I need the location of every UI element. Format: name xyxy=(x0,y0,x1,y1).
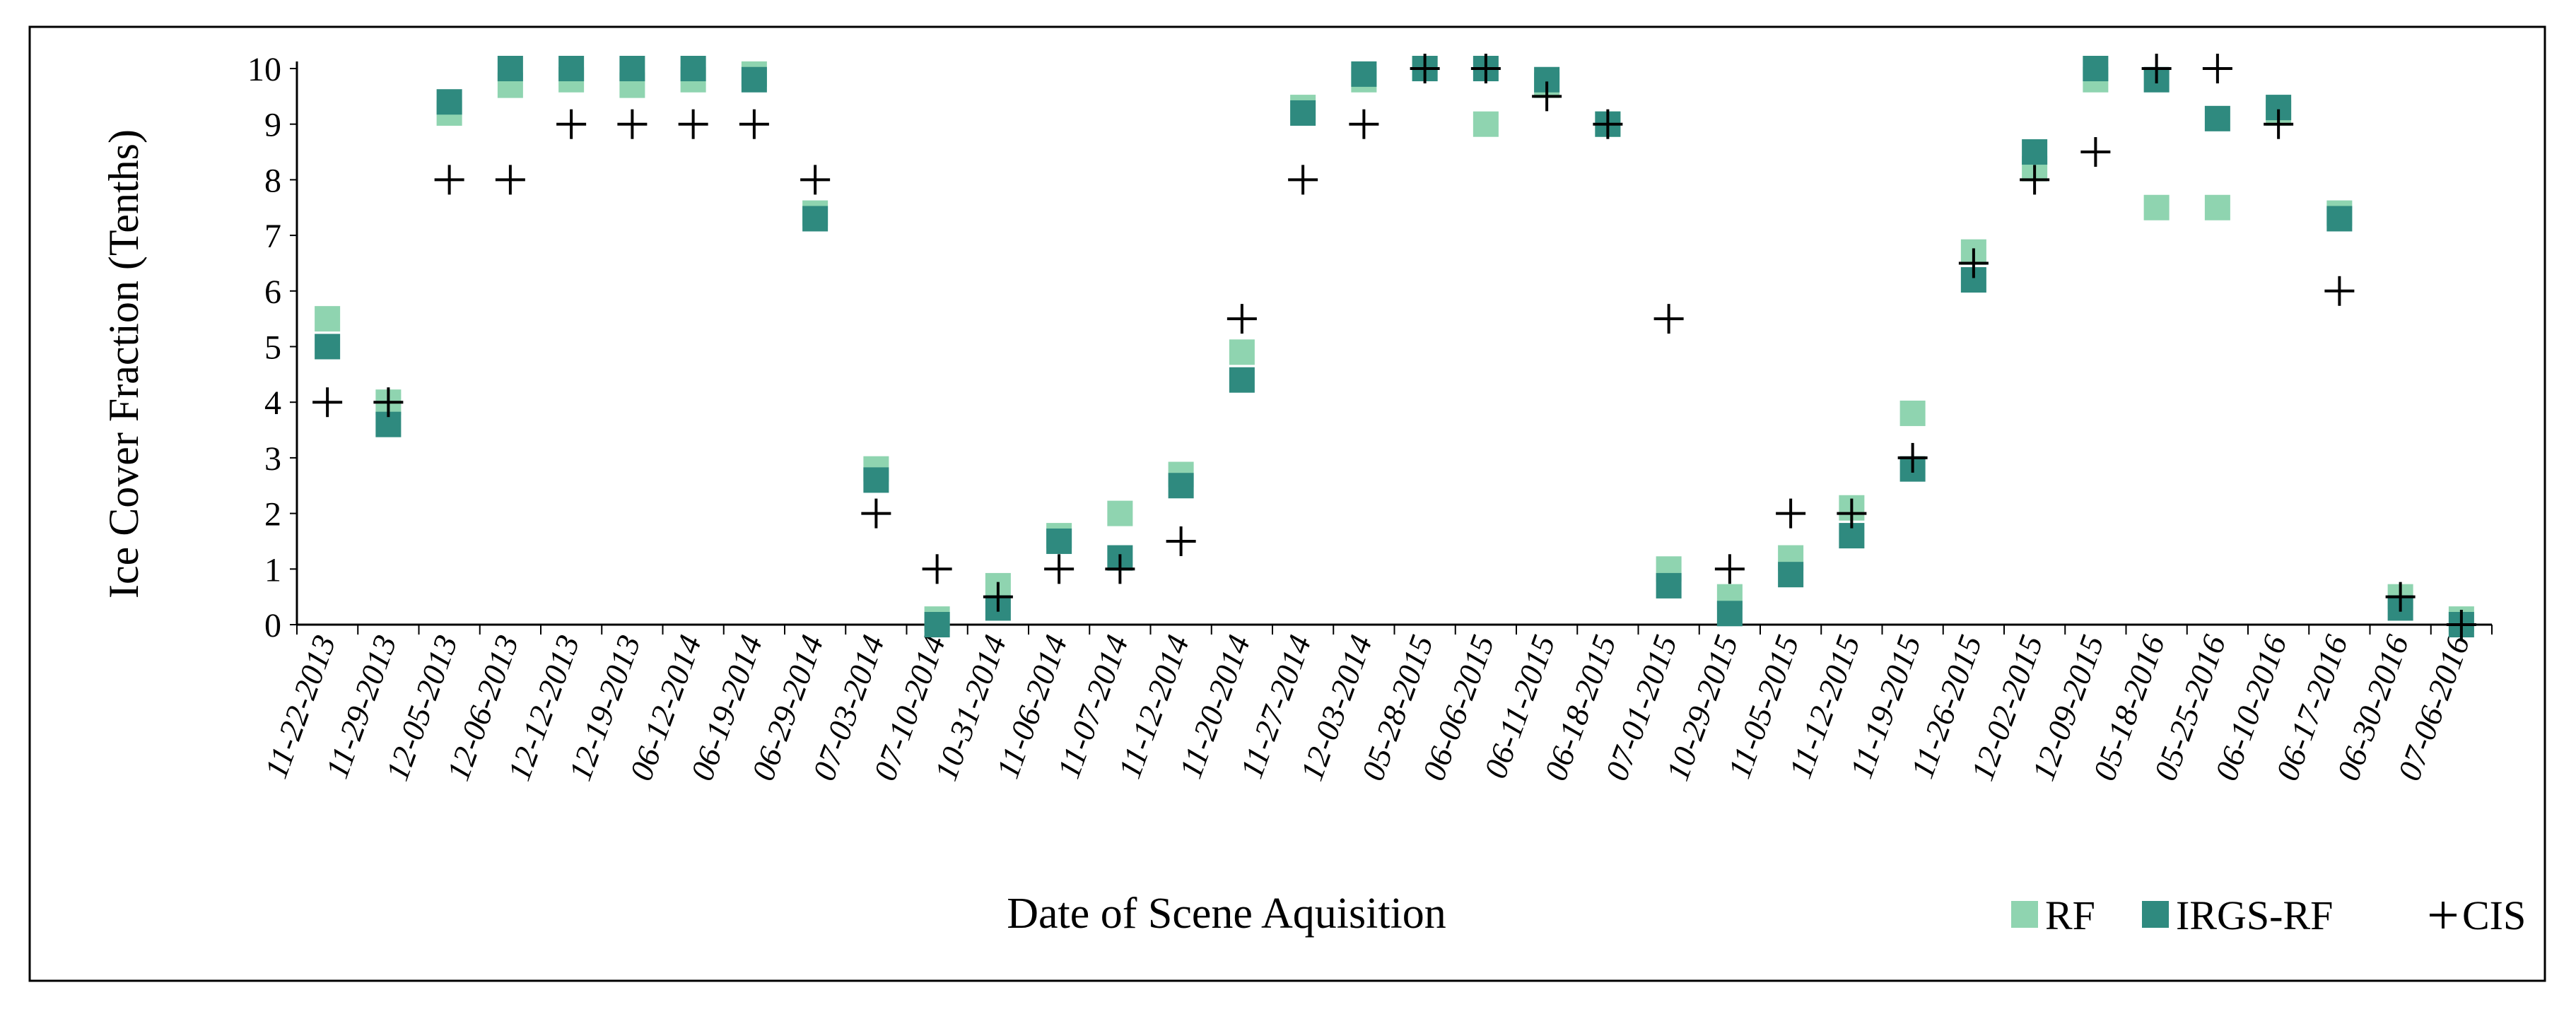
point-cis xyxy=(2385,582,2416,612)
point-cis xyxy=(983,582,1013,612)
legend-item-cis: CIS xyxy=(2430,892,2526,938)
point-cis xyxy=(1593,109,1623,139)
point-irgs-rf xyxy=(2326,206,2353,232)
point-cis xyxy=(678,109,708,139)
y-tick-label: 4 xyxy=(264,384,281,422)
point-rf xyxy=(1107,500,1133,526)
y-tick-label: 7 xyxy=(264,218,281,255)
point-cis xyxy=(373,387,404,418)
point-rf xyxy=(1229,339,1255,365)
point-irgs-rf xyxy=(924,612,950,637)
legend-marker xyxy=(2142,901,2169,928)
point-cis xyxy=(2080,137,2111,167)
point-irgs-rf xyxy=(619,56,645,81)
legend-marker xyxy=(2011,901,2038,928)
y-tick-label: 10 xyxy=(247,51,281,88)
legend-item-irgs-rf: IRGS-RF xyxy=(2142,892,2333,938)
point-irgs-rf xyxy=(1290,100,1316,126)
point-cis xyxy=(1897,442,1928,473)
point-cis xyxy=(1044,554,1075,584)
point-irgs-rf xyxy=(1351,61,1377,87)
point-irgs-rf xyxy=(680,56,706,81)
point-cis xyxy=(495,165,525,195)
point-cis xyxy=(2264,109,2294,139)
point-cis xyxy=(2324,276,2355,306)
point-cis xyxy=(2141,54,2172,83)
y-axis-label: Ice Cover Fraction (Tenths) xyxy=(100,129,147,599)
point-irgs-rf xyxy=(497,56,523,81)
point-cis xyxy=(2446,610,2476,639)
point-cis xyxy=(800,165,831,195)
y-tick-label: 1 xyxy=(264,551,281,589)
point-cis xyxy=(1532,81,1562,112)
point-irgs-rf xyxy=(2204,105,2230,131)
point-irgs-rf xyxy=(863,467,889,493)
y-tick-label: 2 xyxy=(264,496,281,533)
point-irgs-rf xyxy=(1046,528,1072,554)
point-cis xyxy=(1958,248,1989,278)
point-irgs-rf xyxy=(1716,601,1743,627)
point-cis xyxy=(1470,54,1501,83)
y-tick-label: 3 xyxy=(264,440,281,478)
point-irgs-rf xyxy=(1778,562,1804,588)
legend-item-rf: RF xyxy=(2011,892,2095,938)
chart-frame xyxy=(28,25,2546,982)
point-irgs-rf xyxy=(1229,367,1255,393)
point-cis xyxy=(1226,304,1257,334)
point-irgs-rf xyxy=(436,89,462,115)
point-cis xyxy=(861,498,891,529)
legend-label: IRGS-RF xyxy=(2176,892,2333,938)
point-cis xyxy=(1653,304,1684,334)
point-cis xyxy=(1714,554,1745,584)
point-rf xyxy=(315,306,341,332)
legend: RF IRGS-RF CIS xyxy=(2011,892,2526,938)
point-cis xyxy=(312,387,343,418)
data-marks xyxy=(312,54,2476,639)
legend-label: RF xyxy=(2045,892,2095,938)
point-irgs-rf xyxy=(558,56,585,81)
point-irgs-rf xyxy=(315,334,341,360)
point-irgs-rf xyxy=(1656,572,1682,599)
point-rf xyxy=(1473,111,1499,137)
y-tick-label: 0 xyxy=(264,607,281,644)
point-cis xyxy=(617,109,648,139)
point-cis xyxy=(1776,498,1806,529)
point-cis xyxy=(1288,165,1318,195)
point-cis xyxy=(739,109,769,139)
point-cis xyxy=(1349,109,1379,139)
point-rf xyxy=(2204,194,2230,220)
point-irgs-rf xyxy=(2022,139,2048,165)
point-irgs-rf xyxy=(802,206,829,232)
point-rf xyxy=(1899,400,1926,426)
point-cis xyxy=(2202,54,2232,83)
y-tick-label: 8 xyxy=(264,162,281,199)
point-irgs-rf xyxy=(2083,56,2109,81)
point-irgs-rf xyxy=(741,66,767,93)
point-rf xyxy=(2143,194,2170,220)
point-cis xyxy=(1166,526,1196,556)
point-cis xyxy=(1105,554,1135,584)
point-irgs-rf xyxy=(1168,473,1194,499)
point-cis xyxy=(556,109,587,139)
y-tick-label: 5 xyxy=(264,329,281,367)
point-cis xyxy=(434,165,464,195)
y-tick-label: 6 xyxy=(264,273,281,311)
point-cis xyxy=(1837,498,1867,529)
point-cis xyxy=(922,554,952,584)
legend-label: CIS xyxy=(2462,892,2526,938)
point-cis xyxy=(1410,54,1440,83)
y-tick-label: 9 xyxy=(264,107,281,144)
point-cis xyxy=(2020,165,2050,195)
x-axis-label: Date of Scene Aquisition xyxy=(1007,890,1446,938)
